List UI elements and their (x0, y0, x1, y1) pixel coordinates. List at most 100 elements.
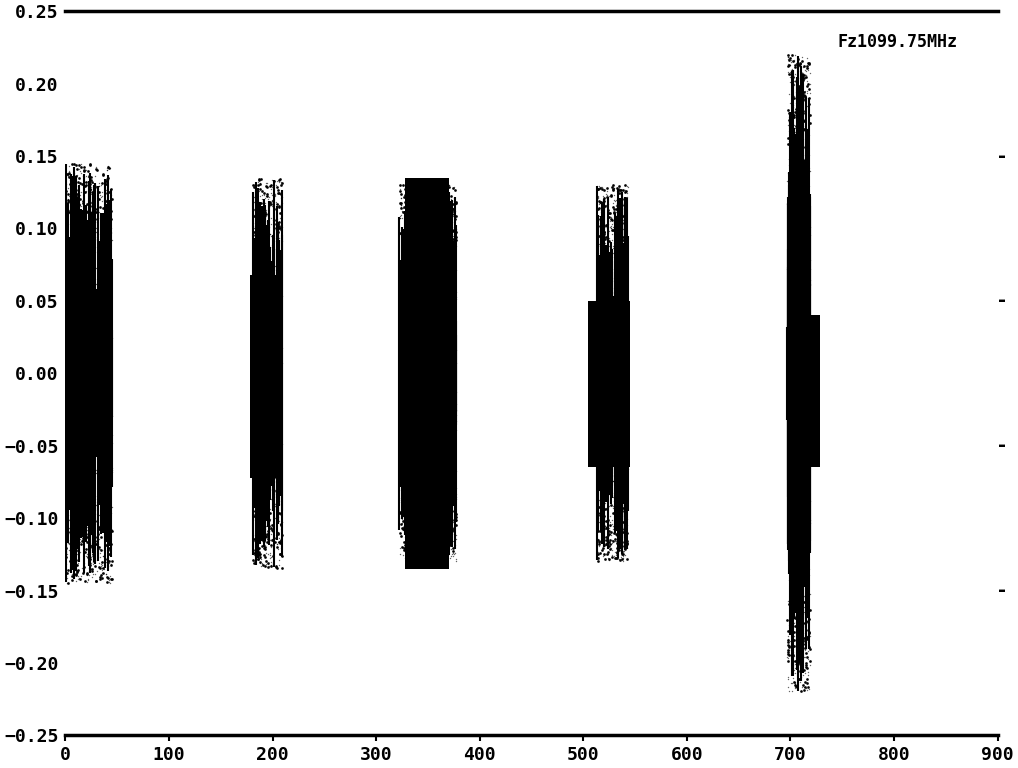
Point (258, 366, 274, 379)
Point (101, 375, 117, 387)
Point (268, 476, 284, 488)
Point (799, 630, 815, 642)
Point (425, 210, 441, 222)
Point (610, 397, 626, 409)
Point (68, 417, 84, 429)
Point (618, 535, 634, 548)
Point (437, 225, 453, 237)
Point (404, 348, 420, 360)
Point (607, 349, 623, 362)
Point (82, 314, 99, 326)
Point (267, 396, 283, 408)
Point (395, 548, 411, 561)
Point (428, 399, 444, 412)
Point (257, 442, 273, 455)
Point (104, 466, 120, 478)
Point (87, 317, 103, 329)
Point (80, 474, 97, 486)
Point (794, 330, 810, 343)
Point (412, 306, 429, 318)
Point (396, 258, 412, 270)
Point (781, 365, 797, 377)
Point (402, 441, 418, 453)
Point (266, 434, 282, 446)
Point (781, 684, 797, 697)
Point (70, 465, 87, 477)
Point (259, 350, 275, 362)
Point (53, 306, 69, 318)
Point (404, 471, 420, 483)
Point (800, 359, 816, 372)
Point (104, 233, 120, 246)
Point (414, 526, 431, 538)
Point (82, 184, 99, 197)
Point (783, 160, 799, 172)
Point (405, 293, 421, 306)
Point (619, 406, 635, 419)
Point (58, 558, 74, 571)
Point (780, 681, 796, 694)
Point (609, 343, 625, 356)
Point (67, 503, 83, 515)
Point (783, 369, 799, 382)
Point (252, 514, 269, 526)
Point (796, 650, 812, 663)
Point (86, 349, 102, 362)
Point (410, 381, 427, 393)
Point (55, 420, 71, 432)
Point (93, 478, 109, 491)
Point (78, 428, 95, 440)
Point (60, 165, 76, 177)
Point (780, 630, 796, 642)
Point (394, 247, 410, 259)
Point (257, 282, 273, 294)
Point (400, 179, 416, 191)
Point (800, 644, 816, 657)
Point (396, 465, 412, 478)
Point (246, 477, 263, 489)
Point (56, 164, 72, 176)
Point (606, 272, 622, 284)
Point (402, 214, 418, 227)
Point (789, 468, 805, 480)
Point (588, 460, 605, 472)
Point (59, 513, 75, 525)
Point (400, 296, 416, 308)
Point (258, 469, 274, 482)
Point (62, 471, 78, 483)
Point (793, 582, 809, 594)
Point (416, 384, 433, 396)
Point (614, 314, 630, 326)
Point (416, 475, 433, 487)
Point (62, 464, 78, 476)
Point (414, 247, 431, 259)
Point (81, 505, 98, 517)
Point (61, 236, 77, 248)
Point (95, 481, 111, 493)
Point (245, 497, 262, 509)
Point (70, 570, 87, 582)
Point (426, 323, 442, 336)
Point (93, 560, 109, 572)
Point (63, 244, 79, 257)
Point (610, 223, 626, 235)
Point (99, 408, 115, 420)
Point (798, 386, 814, 399)
Point (92, 547, 108, 559)
Point (603, 389, 619, 401)
Point (782, 551, 798, 564)
Point (83, 327, 100, 339)
Point (435, 417, 451, 429)
Point (93, 179, 109, 191)
Point (600, 440, 616, 452)
Point (431, 382, 447, 395)
Point (98, 508, 114, 520)
Point (610, 482, 626, 495)
Point (597, 299, 613, 311)
Point (82, 188, 99, 200)
Point (444, 429, 460, 442)
Point (394, 513, 410, 525)
Point (269, 528, 285, 541)
Point (86, 468, 102, 480)
Point (92, 306, 108, 319)
